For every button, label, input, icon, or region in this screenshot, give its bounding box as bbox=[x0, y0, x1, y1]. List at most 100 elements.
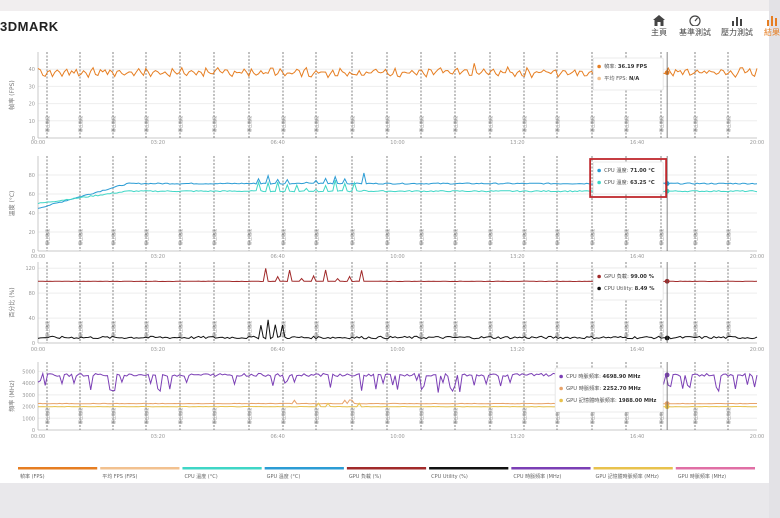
y-tick-label: 60 bbox=[29, 192, 35, 198]
legend-swatch bbox=[264, 467, 344, 470]
y-tick-label: 40 bbox=[29, 211, 35, 217]
y-tick-label: 0 bbox=[32, 428, 35, 434]
y-tick-label: 10 bbox=[29, 119, 35, 125]
nav-benchmark[interactable]: 基準測試 bbox=[678, 15, 712, 43]
phase-marker-label: 靜止階段 bbox=[313, 229, 319, 245]
phase-marker-label: 靜止階段 bbox=[384, 321, 390, 337]
phase-marker-label: 靜止階段 bbox=[521, 321, 527, 337]
x-tick-label: 10:00 bbox=[390, 254, 404, 260]
nav-results[interactable]: 結果 bbox=[762, 15, 780, 43]
legend-label: 平均 FPS (FPS) bbox=[102, 473, 137, 480]
tooltip-swatch bbox=[597, 286, 601, 291]
x-tick-label: 00:00 bbox=[31, 140, 45, 146]
legend-swatch bbox=[675, 467, 755, 470]
phase-marker-label: 靜止階段 bbox=[725, 116, 731, 132]
x-tick-label: 13:20 bbox=[510, 434, 524, 440]
y-tick-label: 40 bbox=[29, 67, 35, 73]
tooltip-text: CPU 溫度: 63.25 °C bbox=[604, 178, 655, 186]
phase-marker-label: 靜止階段 bbox=[44, 408, 50, 424]
phase-marker-label: 靜止階段 bbox=[211, 116, 217, 132]
phase-marker-label: 靜止階段 bbox=[177, 408, 183, 424]
nav-stress-test[interactable]: 壓力測試 bbox=[720, 15, 754, 43]
phase-marker-label: 靜止階段 bbox=[44, 321, 50, 337]
window-scrollbar-track[interactable] bbox=[769, 0, 780, 518]
phase-marker-label: 靜止階段 bbox=[110, 408, 116, 424]
phase-marker-label: 靜止階段 bbox=[418, 408, 424, 424]
x-tick-label: 03:20 bbox=[151, 140, 165, 146]
phase-marker-label: 靜止階段 bbox=[384, 116, 390, 132]
phase-marker-label: 靜止階段 bbox=[589, 229, 595, 245]
series-line bbox=[37, 319, 758, 340]
phase-marker-label: 靜止階段 bbox=[177, 321, 183, 337]
phase-marker-label: 靜止階段 bbox=[280, 408, 286, 424]
tooltip-swatch bbox=[597, 64, 601, 69]
tooltip-swatch bbox=[597, 180, 601, 185]
x-tick-label: 20:00 bbox=[750, 254, 764, 260]
phase-marker-label: 靜止階段 bbox=[725, 321, 731, 337]
phase-marker-label: 靜止階段 bbox=[349, 116, 355, 132]
phase-marker-label: 靜止階段 bbox=[487, 408, 493, 424]
phase-marker-label: 靜止階段 bbox=[487, 321, 493, 337]
nav-home[interactable]: 主頁 bbox=[648, 15, 670, 43]
y-tick-label: 80 bbox=[29, 291, 35, 297]
phase-marker-label: 靜止階段 bbox=[77, 116, 83, 132]
phase-marker-label: 靜止階段 bbox=[211, 408, 217, 424]
phase-marker-label: 靜止階段 bbox=[246, 408, 252, 424]
phase-marker-label: 靜止階段 bbox=[349, 321, 355, 337]
tooltip-box bbox=[554, 367, 664, 413]
y-tick-label: 4000 bbox=[22, 381, 35, 387]
phase-marker-label: 靜止階段 bbox=[725, 229, 731, 245]
x-tick-label: 20:00 bbox=[750, 434, 764, 440]
x-tick-label: 10:00 bbox=[390, 140, 404, 146]
legend-label: GPU 負載 (%) bbox=[349, 473, 381, 480]
bar-chart-icon bbox=[732, 17, 742, 26]
x-tick-label: 00:00 bbox=[31, 434, 45, 440]
phase-marker-label: 靜止階段 bbox=[246, 229, 252, 245]
phase-marker-label: 靜止階段 bbox=[658, 408, 664, 424]
legend-label: 幀率 (FPS) bbox=[20, 473, 45, 480]
y-tick-label: 120 bbox=[25, 266, 35, 272]
phase-marker-label: 靜止階段 bbox=[349, 229, 355, 245]
nav-results-label: 結果 bbox=[764, 28, 780, 37]
phase-marker-label: 靜止階段 bbox=[77, 408, 83, 424]
phase-marker-label: 靜止階段 bbox=[725, 408, 731, 424]
x-tick-label: 03:20 bbox=[151, 254, 165, 260]
legend-label: CPU 溫度 (°C) bbox=[184, 473, 217, 480]
phase-marker-label: 靜止階段 bbox=[692, 116, 698, 132]
phase-marker-label: 靜止階段 bbox=[554, 321, 560, 337]
phase-marker-label: 靜止階段 bbox=[692, 408, 698, 424]
phase-marker-label: 靜止階段 bbox=[246, 321, 252, 337]
x-tick-label: 20:00 bbox=[750, 347, 764, 353]
legend-label: CPU Utility (%) bbox=[431, 474, 468, 480]
legend-label: GPU 記憶體時脈頻率 (MHz) bbox=[596, 473, 659, 480]
phase-marker-label: 靜止階段 bbox=[418, 229, 424, 245]
tooltip-swatch bbox=[597, 168, 601, 173]
legend-swatch bbox=[511, 467, 591, 470]
home-icon bbox=[653, 15, 665, 26]
tooltip-swatch bbox=[559, 386, 563, 391]
x-tick-label: 16:40 bbox=[630, 347, 644, 353]
phase-marker-label: 靜止階段 bbox=[452, 229, 458, 245]
tooltip-swatch bbox=[559, 374, 563, 379]
legend-swatch bbox=[429, 467, 509, 470]
legend-swatch bbox=[182, 467, 262, 470]
window-top-strip bbox=[0, 0, 780, 11]
phase-marker-label: 靜止階段 bbox=[554, 116, 560, 132]
phase-marker-label: 靜止階段 bbox=[143, 408, 149, 424]
legend-swatch bbox=[346, 467, 427, 470]
tooltip-text: CPU Utility: 8.49 % bbox=[604, 286, 655, 292]
phase-marker-label: 靜止階段 bbox=[623, 408, 629, 424]
phase-marker-label: 靜止階段 bbox=[313, 408, 319, 424]
phase-marker-label: 靜止階段 bbox=[589, 408, 595, 424]
y-axis-label: 溫度 (°C) bbox=[8, 191, 16, 217]
phase-marker-label: 靜止階段 bbox=[143, 229, 149, 245]
x-tick-label: 13:20 bbox=[510, 140, 524, 146]
legend-swatch bbox=[100, 467, 180, 470]
x-tick-label: 00:00 bbox=[31, 254, 45, 260]
results-icon bbox=[767, 16, 777, 26]
phase-marker-label: 靜止階段 bbox=[521, 229, 527, 245]
x-tick-label: 06:40 bbox=[270, 140, 284, 146]
tooltip-text: 幀率: 36.19 FPS bbox=[604, 62, 647, 70]
x-tick-label: 16:40 bbox=[630, 140, 644, 146]
